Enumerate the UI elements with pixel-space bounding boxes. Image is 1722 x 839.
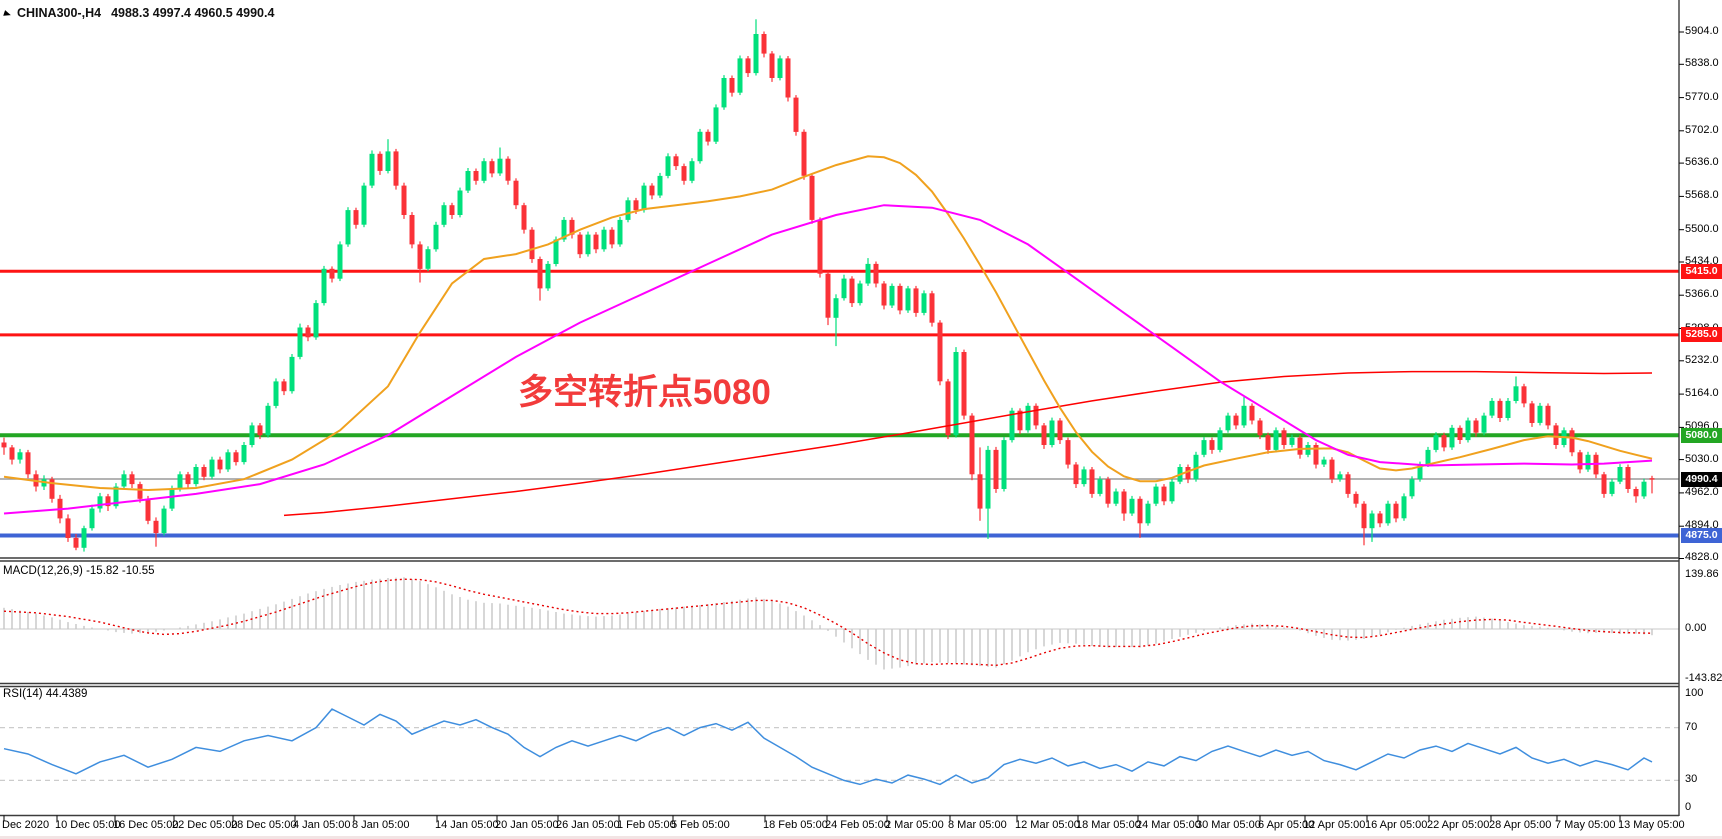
annotation-text: 多空转折点5080 [518,373,771,412]
time-axis-label: 26 Jan 05:00 [556,819,620,831]
time-axis-label: 16 Apr 05:00 [1365,819,1428,831]
macd-tick-label: 0.00 [1685,622,1707,634]
time-axis-label: 24 Feb 05:00 [825,819,890,831]
time-axis-label: 22 Apr 05:00 [1427,819,1490,831]
time-axis-label: 5 Feb 05:00 [671,819,730,831]
chart-title: CHINA300-,H4 4988.3 4997.4 4960.5 4990.4 [17,6,274,20]
price-tick-label: 4962.0 [1685,485,1719,498]
time-axis-label: 18 Feb 05:00 [763,819,828,831]
time-axis-label: 20 Jan 05:00 [495,819,559,831]
price-tick-label: 5500.0 [1685,222,1719,235]
rsi-tick-label: 100 [1685,687,1704,699]
price-tick-label: 5904.0 [1685,25,1719,37]
time-axis-label: 4 Jan 05:00 [293,819,351,831]
macd-tick-label: 139.86 [1685,568,1719,580]
price-tick-label: 5568.0 [1685,189,1719,202]
macd-indicator-label: MACD(12,26,9) -15.82 -10.55 [3,565,155,577]
rsi-tick-label: 70 [1685,720,1698,733]
time-axis-label: 1 Feb 05:00 [617,819,676,831]
price-badge: 4990.4 [1681,471,1722,487]
time-axis-label: 8 Jan 05:00 [352,819,410,831]
time-axis-label: 16 Dec 05:00 [113,819,179,831]
time-axis-label: 22 Dec 05:00 [172,819,238,831]
rsi-indicator-label: RSI(14) 44.4389 [3,688,88,700]
price-badge: 5285.0 [1681,327,1722,343]
time-axis-label: Dec 2020 [2,819,50,831]
time-axis-label: 6 Apr 05:00 [1258,819,1315,831]
price-tick-label: 5232.0 [1685,353,1719,366]
price-badge: 4875.0 [1681,527,1722,543]
price-tick-label: 4828.0 [1685,551,1719,564]
price-tick-label: 5838.0 [1685,57,1719,70]
price-badge: 5080.0 [1681,427,1722,443]
price-tick-label: 5030.0 [1685,452,1719,465]
time-axis-label: 28 Dec 05:00 [231,819,297,831]
time-axis-label: 30 Mar 05:00 [1196,819,1261,831]
rsi-tick-label: 30 [1685,773,1698,786]
window-bottom-edge [0,836,1722,839]
time-axis-label: 13 May 05:00 [1618,819,1685,831]
macd-tick-label: -143.82 [1685,672,1722,684]
time-axis-label: 10 Dec 05:00 [55,819,121,831]
symbol-period-label: CHINA300-,H4 [17,6,102,20]
time-axis-label: 2 Mar 05:00 [885,819,944,831]
price-tick-label: 5770.0 [1685,90,1719,103]
time-axis-label: 24 Mar 05:00 [1136,819,1201,831]
time-axis-label: 12 Mar 05:00 [1015,819,1080,831]
time-axis-label: 8 Mar 05:00 [948,819,1007,831]
time-axis-label: 12 Apr 05:00 [1303,819,1366,831]
price-tick-label: 5164.0 [1685,387,1719,400]
time-axis-label: 7 May 05:00 [1555,819,1616,831]
time-axis-label: 14 Jan 05:00 [435,819,499,831]
price-badge: 5415.0 [1681,263,1722,279]
rsi-tick-label: 0 [1685,801,1692,813]
price-tick-label: 5366.0 [1685,288,1719,301]
time-axis-label: 18 Mar 05:00 [1076,819,1141,831]
price-tick-label: 5702.0 [1685,123,1719,136]
price-tick-label: 5636.0 [1685,156,1719,169]
time-axis-label: 28 Apr 05:00 [1489,819,1552,831]
ohlc-values: 4988.3 4997.4 4960.5 4990.4 [111,6,275,20]
